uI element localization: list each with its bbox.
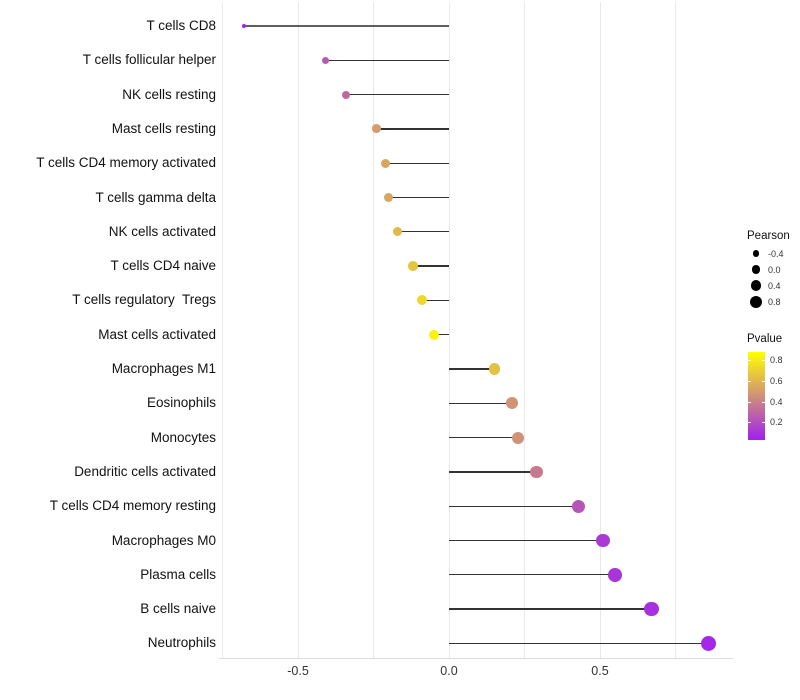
data-point — [392, 227, 403, 237]
lollipop-stem — [449, 608, 652, 610]
lollipop-stem — [346, 93, 449, 96]
lollipop-stem — [449, 539, 604, 542]
gridline — [524, 2, 525, 658]
data-point — [596, 533, 610, 548]
lollipop-stem — [388, 196, 449, 199]
legend-size-label: -0.4 — [768, 248, 784, 259]
lollipop-stem — [376, 128, 449, 130]
category-label: T cells follicular helper — [82, 52, 216, 68]
lollipop-stem — [385, 162, 449, 164]
category-label: Dendritic cells activated — [74, 463, 216, 479]
legend-size-title: Pearson — [747, 230, 790, 242]
pvalue-colorbar-tick — [762, 401, 765, 403]
lollipop-stem — [449, 574, 616, 576]
category-label: Macrophages M1 — [111, 361, 216, 376]
category-label: T cells CD4 memory resting — [49, 498, 216, 514]
pvalue-colorbar-label: 0.4 — [770, 396, 783, 407]
pvalue-colorbar-tick — [762, 422, 765, 424]
category-label: T cells regulatory Tregs — [72, 292, 216, 308]
category-label: NK cells resting — [122, 86, 216, 102]
lollipop-stem — [243, 24, 449, 28]
pvalue-colorbar-tick — [748, 380, 751, 382]
pvalue-colorbar-tick — [762, 380, 765, 382]
gridline — [297, 2, 299, 658]
data-point — [372, 124, 381, 134]
legend-size-dot — [752, 250, 760, 257]
category-label: Monocytes — [150, 429, 216, 445]
pvalue-colorbar-tick — [748, 422, 751, 424]
x-axis-line — [219, 658, 733, 659]
category-label: T cells CD4 naive — [110, 258, 216, 274]
pvalue-colorbar-label: 0.6 — [770, 375, 783, 386]
legend-size-dot — [750, 295, 762, 308]
legend-size-label: 0.4 — [768, 280, 781, 291]
data-point — [381, 158, 391, 168]
data-point — [321, 56, 329, 64]
data-point — [384, 192, 394, 203]
legend-size-label: 0.8 — [768, 296, 781, 307]
lollipop-stem — [449, 402, 513, 404]
legend-size-label: 0.0 — [768, 264, 781, 275]
pvalue-colorbar-tick — [748, 401, 751, 403]
category-label: Eosinophils — [146, 395, 216, 411]
data-point — [506, 397, 519, 410]
category-label: Plasma cells — [140, 566, 216, 582]
pvalue-colorbar — [748, 352, 765, 440]
legend-size-dot — [750, 280, 762, 291]
data-point — [644, 601, 659, 617]
gridline — [675, 2, 676, 658]
data-point — [416, 295, 427, 306]
data-point — [530, 465, 543, 479]
category-label: Mast cells resting — [111, 120, 216, 136]
lollipop-stem — [397, 231, 449, 233]
lollipop-stem — [449, 505, 579, 507]
category-label: Neutrophils — [147, 635, 216, 651]
lollipop-stem — [412, 265, 449, 267]
category-label: T cells CD4 memory activated — [36, 155, 216, 171]
category-label: T cells CD8 — [146, 18, 216, 33]
legend-size-dot — [751, 265, 761, 274]
data-point — [608, 567, 622, 582]
lollipop-stem — [421, 299, 449, 302]
legend-color-title: Pvalue — [747, 333, 783, 345]
data-point — [488, 363, 501, 375]
gridline — [222, 2, 223, 658]
gridline — [373, 2, 374, 658]
category-label: Mast cells activated — [98, 326, 216, 342]
x-tick-label: -0.5 — [287, 664, 309, 678]
lollipop-stem — [325, 59, 449, 61]
category-label: Macrophages M0 — [111, 532, 216, 548]
data-point — [428, 329, 439, 340]
lollipop-stem — [449, 368, 495, 370]
lollipop-stem — [449, 436, 519, 439]
gridline — [599, 2, 601, 658]
category-label: NK cells activated — [108, 223, 216, 239]
data-point — [701, 635, 717, 652]
category-label: T cells gamma delta — [95, 189, 216, 205]
data-point — [407, 261, 418, 271]
pvalue-colorbar-tick — [748, 360, 751, 362]
data-point — [572, 499, 586, 513]
lollipop-stem — [449, 642, 709, 645]
pvalue-colorbar-label: 0.8 — [770, 355, 783, 366]
category-label: B cells naive — [140, 601, 216, 617]
data-point — [241, 24, 246, 28]
pvalue-colorbar-label: 0.2 — [770, 417, 783, 428]
x-tick-label: 0.5 — [591, 664, 609, 678]
data-point — [512, 431, 525, 444]
x-tick-label: 0.0 — [440, 664, 458, 678]
data-point — [342, 90, 351, 99]
pvalue-colorbar-tick — [762, 360, 765, 362]
lollipop-stem — [433, 334, 449, 336]
lollipop-stem — [449, 471, 537, 473]
gridline — [448, 2, 450, 658]
